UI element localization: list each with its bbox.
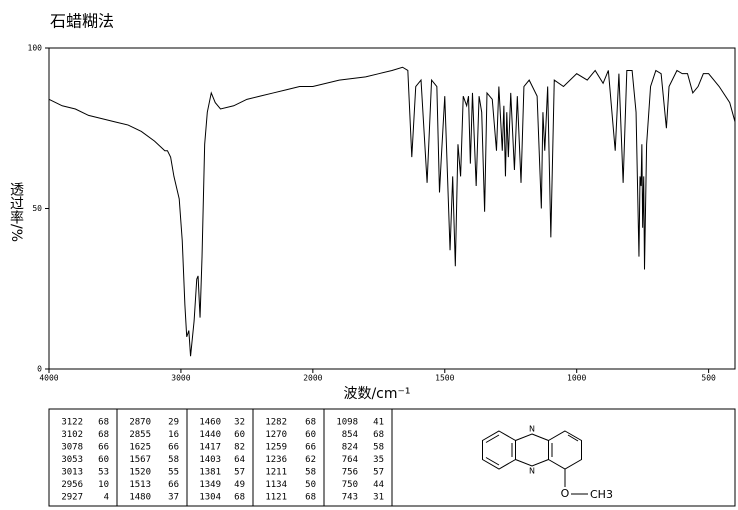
peak-wavenumber: 743 — [342, 493, 358, 503]
peak-transmittance: 66 — [168, 443, 179, 453]
peak-transmittance: 32 — [234, 418, 245, 428]
atom-label: O — [561, 487, 570, 500]
peak-wavenumber: 1625 — [129, 443, 151, 453]
ring — [482, 430, 516, 470]
peak-wavenumber: 1403 — [199, 455, 221, 465]
peak-transmittance: 68 — [234, 493, 245, 503]
peak-wavenumber: 1098 — [336, 418, 358, 428]
peak-transmittance: 10 — [98, 480, 109, 490]
peak-wavenumber: 1134 — [265, 480, 287, 490]
peak-transmittance: 58 — [305, 468, 316, 478]
x-tick-label: 1500 — [435, 374, 454, 383]
peak-transmittance: 41 — [373, 418, 384, 428]
spectrum-line — [48, 66, 736, 357]
peak-transmittance: 57 — [373, 468, 384, 478]
bond — [567, 434, 579, 442]
peak-transmittance: 16 — [168, 430, 179, 440]
bond — [485, 457, 500, 466]
peak-wavenumber: 1121 — [265, 493, 287, 503]
atom-label: N — [529, 467, 535, 476]
peak-transmittance: 44 — [373, 480, 384, 490]
peak-wavenumber: 1567 — [129, 455, 151, 465]
peak-wavenumber: 2956 — [61, 480, 83, 490]
peak-wavenumber: 1417 — [199, 443, 221, 453]
y-axis-label: 透过率/% — [8, 182, 24, 242]
peak-wavenumber: 1304 — [199, 493, 221, 503]
peak-transmittance: 58 — [168, 455, 179, 465]
peak-wavenumber: 764 — [342, 455, 358, 465]
peak-transmittance: 60 — [305, 430, 316, 440]
peak-transmittance: 66 — [98, 443, 109, 453]
peak-wavenumber: 3053 — [61, 455, 83, 465]
x-tick-label: 3000 — [171, 374, 190, 383]
peak-transmittance: 50 — [305, 480, 316, 490]
peak-wavenumber: 1270 — [265, 430, 287, 440]
peak-wavenumber: 3102 — [61, 430, 83, 440]
atom-label: N — [529, 425, 535, 434]
peak-wavenumber: 1520 — [129, 468, 151, 478]
ring — [515, 433, 549, 467]
peak-transmittance: 29 — [168, 418, 179, 428]
peak-transmittance: 62 — [305, 455, 316, 465]
peak-transmittance: 82 — [234, 443, 245, 453]
peak-wavenumber: 854 — [342, 430, 358, 440]
peak-wavenumber: 1349 — [199, 480, 221, 490]
peak-wavenumber: 2870 — [129, 418, 151, 428]
plot-frame — [48, 47, 736, 370]
peak-transmittance: 49 — [234, 480, 245, 490]
x-tick-label: 1000 — [567, 374, 586, 383]
peak-transmittance: 60 — [98, 455, 109, 465]
peak-wavenumber: 2927 — [61, 493, 83, 503]
peak-wavenumber: 1480 — [129, 493, 151, 503]
peak-transmittance: 68 — [98, 418, 109, 428]
peak-wavenumber: 3013 — [61, 468, 83, 478]
peak-transmittance: 53 — [98, 468, 109, 478]
peak-wavenumber: 756 — [342, 468, 358, 478]
peak-wavenumber: 824 — [342, 443, 358, 453]
x-tick-label: 500 — [701, 374, 716, 383]
bond — [485, 434, 500, 443]
peak-wavenumber: 2855 — [129, 430, 151, 440]
peak-transmittance: 37 — [168, 493, 179, 503]
y-tick-label: 50 — [32, 204, 42, 213]
x-axis-label: 波数/cm⁻¹ — [343, 386, 410, 402]
peak-wavenumber: 1236 — [265, 455, 287, 465]
peak-wavenumber: 1513 — [129, 480, 151, 490]
peak-transmittance: 57 — [234, 468, 245, 478]
chart-title: 石蜡糊法 — [50, 12, 114, 31]
peak-wavenumber: 1440 — [199, 430, 221, 440]
peak-transmittance: 68 — [98, 430, 109, 440]
y-tick-label: 0 — [37, 365, 42, 374]
peak-wavenumber: 750 — [342, 480, 358, 490]
peak-transmittance: 31 — [373, 493, 384, 503]
peak-wavenumber: 1259 — [265, 443, 287, 453]
y-tick-label: 100 — [28, 44, 43, 53]
structure — [482, 430, 588, 495]
x-tick-label: 2000 — [303, 374, 322, 383]
x-tick-label: 4000 — [39, 374, 58, 383]
atom-label: CH3 — [590, 488, 613, 501]
peak-transmittance: 64 — [234, 455, 245, 465]
peak-transmittance: 58 — [373, 443, 384, 453]
peak-wavenumber: 3122 — [61, 418, 83, 428]
peak-transmittance: 55 — [168, 468, 179, 478]
peak-transmittance: 4 — [104, 493, 109, 503]
peak-wavenumber: 1460 — [199, 418, 221, 428]
peak-transmittance: 68 — [305, 418, 316, 428]
peak-wavenumber: 3078 — [61, 443, 83, 453]
peak-wavenumber: 1381 — [199, 468, 221, 478]
ring — [548, 430, 582, 470]
peak-wavenumber: 1282 — [265, 418, 287, 428]
peak-wavenumber: 1211 — [265, 468, 287, 478]
peak-transmittance: 60 — [234, 430, 245, 440]
peak-transmittance: 66 — [305, 443, 316, 453]
peak-transmittance: 68 — [373, 430, 384, 440]
peak-transmittance: 35 — [373, 455, 384, 465]
peak-transmittance: 66 — [168, 480, 179, 490]
peak-transmittance: 68 — [305, 493, 316, 503]
